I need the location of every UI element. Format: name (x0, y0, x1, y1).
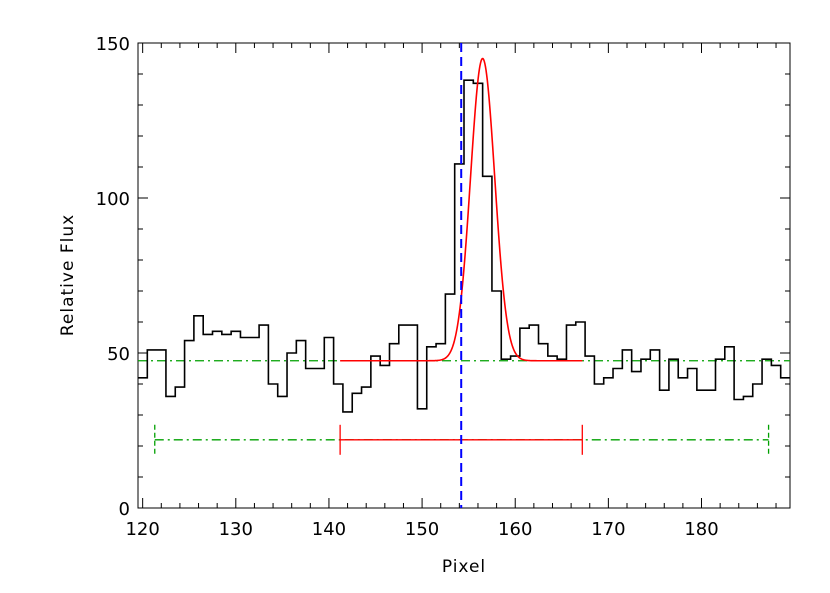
y-tick-label: 50 (107, 344, 130, 365)
y-tick-label: 0 (119, 499, 130, 520)
major-ticks (138, 42, 790, 509)
x-tick-label: 160 (498, 519, 532, 540)
y-axis-label: Relative Flux (58, 214, 78, 336)
minor-ticks (138, 43, 790, 508)
x-tick-label: 180 (684, 519, 718, 540)
x-axis-label: Pixel (442, 557, 486, 577)
y-tick-label: 100 (96, 189, 130, 210)
x-tick-label: 150 (405, 519, 439, 540)
x-tick-label: 130 (219, 519, 253, 540)
y-tick-labels: 0 50 100 150 (96, 34, 130, 520)
spectrum-histogram (138, 79, 790, 413)
x-tick-label: 170 (591, 519, 625, 540)
y-tick-label: 150 (96, 34, 130, 55)
x-tick-label: 140 (312, 519, 346, 540)
chart-marks (138, 43, 790, 508)
x-tick-labels: 120 130 140 150 160 170 180 (125, 519, 718, 540)
x-tick-label: 120 (125, 519, 159, 540)
plot-frame (137, 42, 791, 509)
